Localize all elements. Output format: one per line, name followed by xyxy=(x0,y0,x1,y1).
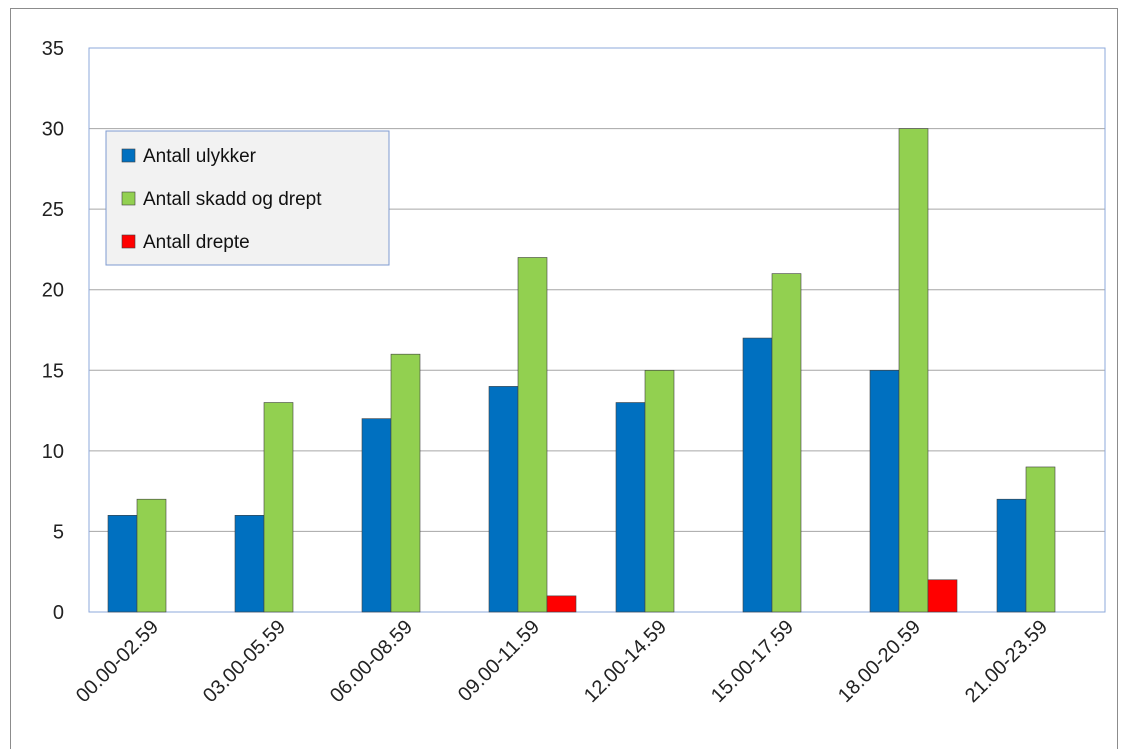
y-tick-label: 25 xyxy=(42,199,64,221)
legend: Antall ulykker Antall skadd og drept Antal… xyxy=(105,130,390,266)
bars xyxy=(107,128,1056,613)
y-axis-ticks: 0 5 10 15 20 25 30 35 xyxy=(42,38,64,624)
bar-ulykker xyxy=(107,515,138,613)
legend-label: Antall drepte xyxy=(143,232,250,253)
bar-ulykker xyxy=(615,402,646,613)
bar-skadd-og-drept xyxy=(263,402,294,613)
legend-swatch xyxy=(121,191,136,206)
x-tick-label: 00.00-02.59 xyxy=(72,616,163,707)
bar-skadd-og-drept xyxy=(1025,466,1056,613)
bar-skadd-og-drept xyxy=(390,353,421,613)
bar-ulykker xyxy=(361,418,392,613)
y-tick-label: 10 xyxy=(42,441,64,463)
x-tick-label: 09.00-11.59 xyxy=(454,616,544,706)
bar-ulykker xyxy=(234,515,265,613)
bar-ulykker xyxy=(742,337,773,613)
legend-swatch xyxy=(121,234,136,249)
bar-ulykker xyxy=(488,386,519,613)
y-tick-label: 0 xyxy=(53,602,64,624)
bar-ulykker xyxy=(869,369,900,613)
x-tick-label: 12.00-14.59 xyxy=(580,616,671,707)
x-axis-ticks: 00.00-02.59 03.00-05.59 06.00-08.59 09.00-1… xyxy=(72,616,1052,707)
bar-skadd-og-drept xyxy=(644,369,675,613)
y-tick-label: 5 xyxy=(53,521,64,543)
legend-swatch xyxy=(121,148,136,163)
bar-ulykker xyxy=(996,498,1027,613)
bar-skadd-og-drept xyxy=(771,273,802,613)
bar-skadd-og-drept xyxy=(898,128,929,613)
x-tick-label: 03.00-05.59 xyxy=(199,616,290,707)
bar-drepte xyxy=(546,595,577,613)
y-tick-label: 20 xyxy=(42,280,64,302)
legend-label: Antall ulykker xyxy=(143,146,257,167)
legend-items: Antall ulykker Antall skadd og drept Antal… xyxy=(121,146,322,253)
x-tick-label: 15.00-17.59 xyxy=(707,616,798,707)
y-tick-label: 15 xyxy=(42,360,64,382)
legend-box xyxy=(105,130,390,266)
bar-skadd-og-drept xyxy=(136,498,167,613)
x-tick-label: 21.00-23.59 xyxy=(961,616,1052,707)
x-tick-label: 18.00-20.59 xyxy=(834,616,925,707)
bar-skadd-og-drept xyxy=(517,257,548,613)
x-tick-label: 06.00-08.59 xyxy=(326,616,417,707)
bar-drepte xyxy=(927,579,958,613)
y-tick-label: 30 xyxy=(42,119,64,141)
legend-label: Antall skadd og drept xyxy=(143,189,322,210)
plot-area xyxy=(88,47,1106,613)
y-tick-label: 35 xyxy=(42,38,64,60)
